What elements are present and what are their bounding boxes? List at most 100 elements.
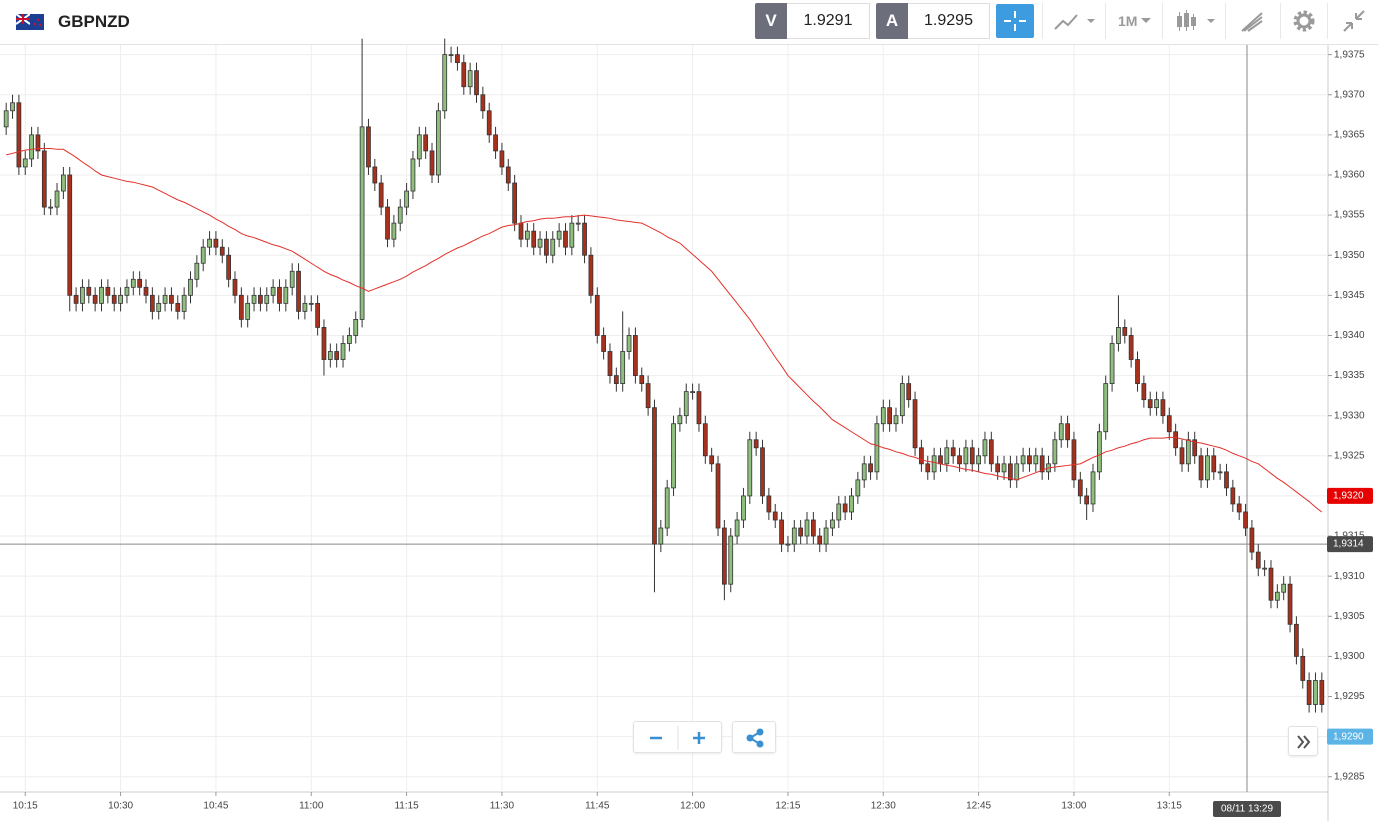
candle-body (645, 383, 651, 409)
sell-button[interactable]: V (755, 3, 787, 39)
candle-body (302, 302, 308, 312)
buy-button[interactable]: A (876, 3, 908, 39)
timeframe: 1M (1118, 13, 1138, 29)
candle-body (130, 278, 136, 288)
candle-body (601, 335, 606, 352)
candle-body (810, 519, 816, 537)
candle-body (518, 222, 524, 240)
candle-body (340, 343, 346, 360)
candle-body (1262, 567, 1267, 570)
candle-body (613, 375, 619, 384)
candle-body (1185, 439, 1191, 465)
candle-body (467, 70, 473, 88)
candle-body (1090, 471, 1096, 505)
candle-body (493, 134, 498, 152)
y-tick-label: 1,9335 (1334, 370, 1365, 381)
candle-body (353, 319, 359, 336)
x-tick-label: 10:30 (108, 801, 133, 812)
candle-body (1001, 463, 1007, 473)
candle-body (1135, 359, 1140, 384)
candle-body (372, 166, 378, 184)
candle-body (251, 294, 257, 304)
candle-body (1249, 527, 1255, 553)
y-tick-label: 1,9370 (1334, 89, 1365, 100)
settings-button[interactable] (1280, 3, 1326, 39)
candle-body (200, 246, 206, 264)
candle-body (162, 294, 168, 304)
y-tick-label: 1,9310 (1334, 571, 1365, 582)
caret (1141, 18, 1152, 23)
sell-price[interactable]: 1.9291 (787, 3, 870, 39)
candle-body (1217, 471, 1223, 474)
candle-body (1300, 656, 1306, 681)
zoom-controls (633, 721, 722, 753)
candle-body (868, 463, 873, 473)
candle-body (582, 222, 587, 256)
candle-body (594, 294, 600, 336)
candle-body (1205, 455, 1210, 481)
candle-body (474, 70, 479, 96)
candle-body (1084, 495, 1090, 505)
scroll-end-button[interactable] (1288, 726, 1318, 756)
collapse-button[interactable] (1327, 3, 1378, 39)
candle-body (544, 238, 549, 256)
candle-body (1147, 399, 1153, 409)
candle-body (887, 407, 893, 425)
candle-body (982, 439, 988, 457)
candle-body (836, 503, 842, 521)
candle-body (67, 174, 73, 296)
crosshair-button[interactable] (996, 4, 1034, 38)
candle-body (1096, 431, 1102, 473)
candle-body (969, 447, 975, 465)
candle-body (315, 302, 320, 328)
draw-button[interactable] (1225, 3, 1279, 39)
y-tick-label: 1,9360 (1334, 170, 1365, 181)
candle-body (499, 150, 505, 168)
timeframe-button[interactable]: 1M (1105, 3, 1161, 39)
chart-type-button[interactable] (1042, 3, 1104, 39)
candle-body (1313, 680, 1318, 705)
y-tick-label: 1,9300 (1334, 651, 1365, 662)
candle-body (277, 286, 282, 304)
candle-body (410, 158, 416, 192)
candle-body (175, 302, 181, 312)
candle-body (524, 230, 530, 240)
crosshair-icon (1004, 11, 1026, 31)
zoom-icons (650, 726, 705, 750)
candle-body (111, 294, 117, 304)
candle-body (423, 134, 429, 152)
share-button[interactable] (732, 721, 776, 753)
candle-body (652, 407, 657, 545)
buy-price[interactable]: 1.9295 (908, 3, 990, 39)
candle-body (1039, 455, 1045, 473)
y-tick-label: 1,9330 (1334, 410, 1365, 421)
chevrons (1297, 735, 1311, 749)
x-tick-label: 12:15 (775, 801, 800, 812)
candle-body (48, 206, 54, 209)
candle-body (334, 351, 340, 360)
candle-body (404, 190, 409, 208)
candle-body (1198, 455, 1204, 481)
candle-body (664, 487, 670, 529)
candle-type-button[interactable] (1162, 3, 1224, 39)
candle-body (80, 286, 85, 304)
price-tag-label: 1,9314 (1333, 539, 1364, 550)
zoom-in[interactable] (693, 732, 705, 744)
x-tick-label: 12:30 (871, 801, 896, 812)
candle-body (861, 463, 867, 481)
candle-body (22, 158, 28, 168)
candle-body (785, 543, 791, 546)
candle-body (899, 383, 905, 417)
candle-body (480, 94, 486, 112)
candle-body (531, 230, 537, 248)
candle-body (512, 182, 518, 224)
candle-body (105, 286, 111, 296)
candle-body (435, 110, 441, 176)
candle-body (620, 351, 626, 384)
draw-icon (1241, 12, 1263, 32)
candle-body (957, 455, 962, 465)
candle-body (817, 535, 823, 545)
y-tick-label: 1,9345 (1334, 290, 1365, 301)
candle-body (944, 447, 950, 465)
candle-body (258, 294, 263, 304)
